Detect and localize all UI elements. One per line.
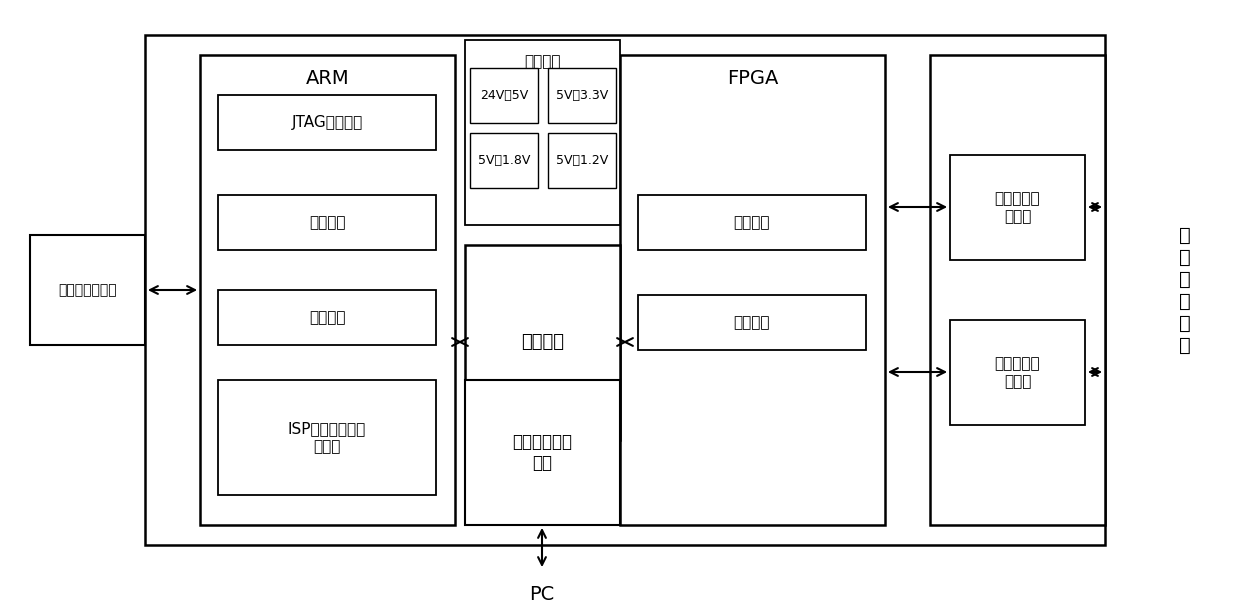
Bar [218,195,436,250]
Text: 与上位机通讯
模块: 与上位机通讯 模块 [512,433,573,472]
Bar [465,245,620,440]
Text: 电源转换: 电源转换 [525,54,560,69]
Text: JTAG接口电路: JTAG接口电路 [291,115,362,130]
Text: FPGA: FPGA [727,69,779,88]
Text: 振荡电路: 振荡电路 [309,215,345,230]
Text: 振荡电路: 振荡电路 [734,315,770,330]
Text: 六
轴
伺
服
电
机: 六 轴 伺 服 电 机 [1179,225,1190,354]
Text: ISP接口和上电启
动电路: ISP接口和上电启 动电路 [288,422,366,454]
Text: 5V转3.3V: 5V转3.3V [556,89,608,102]
Text: 外部存储器电路: 外部存储器电路 [58,283,117,297]
Bar [548,133,616,188]
Text: 通讯模块: 通讯模块 [521,334,564,351]
Bar [465,40,620,225]
Text: 电机驱动接
口电路: 电机驱动接 口电路 [994,191,1040,224]
Text: 配置电路: 配置电路 [734,215,770,230]
Bar [950,320,1085,425]
Text: PC: PC [529,585,554,604]
Bar [639,195,866,250]
Text: 24V转5V: 24V转5V [480,89,528,102]
Text: 复位电路: 复位电路 [309,310,345,325]
Bar [218,380,436,495]
Text: 5V转1.8V: 5V转1.8V [477,154,531,167]
Text: 光栅反馈信
号电路: 光栅反馈信 号电路 [994,356,1040,389]
Bar [218,95,436,150]
Bar [639,295,866,350]
Bar [950,155,1085,260]
Bar [548,68,616,123]
Bar [470,133,538,188]
Text: 5V转1.2V: 5V转1.2V [556,154,608,167]
Text: ARM: ARM [306,69,350,88]
Bar [145,35,1105,545]
Bar [930,55,1105,525]
Bar [218,290,436,345]
Bar [465,380,620,525]
Bar [200,55,455,525]
Bar [620,55,885,525]
Bar [470,68,538,123]
Bar [30,235,145,345]
